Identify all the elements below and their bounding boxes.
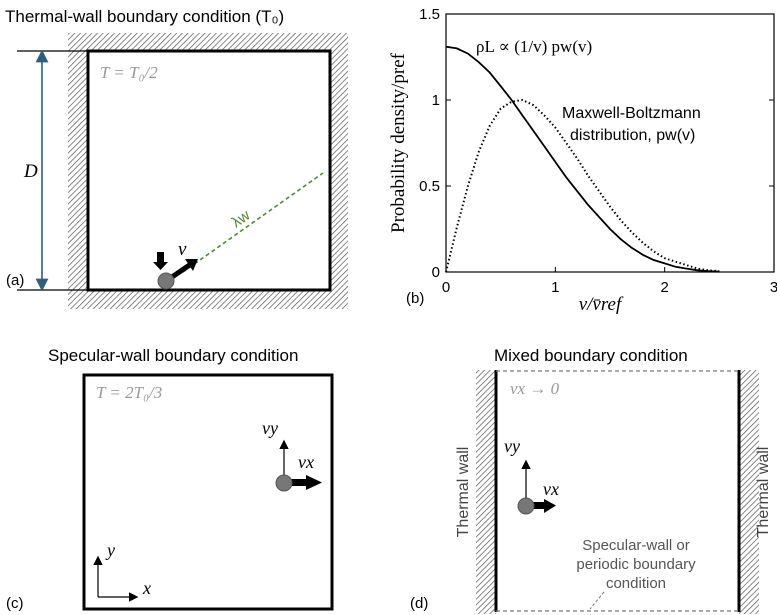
vx-arrow-head-c — [306, 475, 322, 490]
bottom-note-pointer — [589, 591, 605, 610]
simulation-box-a — [86, 49, 332, 292]
mb-annotation-line1: Maxwell-Boltzmann — [562, 105, 701, 122]
y-tick-label: 1 — [432, 92, 440, 109]
vx-arrow-shaft-d — [533, 502, 544, 509]
mean-free-path-line — [182, 172, 324, 273]
vx-label-c: vx — [298, 452, 314, 472]
vx-label-d: vx — [543, 479, 559, 499]
y-tick-label: 0 — [432, 264, 440, 281]
panel-d-title: Mixed boundary condition — [494, 346, 688, 365]
bottom-note-line1: Specular-wall or — [582, 537, 690, 554]
distribution-chart: 0 1 2 3 0 0.5 1 1.5 v/v̄ref Probability density/p… — [388, 6, 777, 315]
vy-label-d: vy — [504, 436, 520, 456]
panel-c-title: Specular-wall boundary condition — [48, 346, 298, 365]
plot-frame — [445, 13, 775, 273]
panel-b: 0 1 2 3 0 0.5 1 1.5 v/v̄ref Probability density/p… — [388, 6, 777, 315]
particle-d — [517, 497, 535, 515]
panel-a-label: (a) — [6, 272, 24, 289]
panel-d: Mixed boundary condition vx → 0 Thermal … — [410, 346, 772, 614]
y-tick-label: 1.5 — [419, 6, 440, 23]
mb-annotation-line2: distribution, pw(v) — [570, 127, 695, 144]
right-thermal-wall-hatch — [739, 370, 759, 614]
velocity-arrow-shaft — [170, 261, 193, 280]
bottom-note-line3: condition — [606, 575, 666, 592]
simulation-box-d — [496, 370, 739, 614]
panel-d-label: (d) — [410, 595, 428, 612]
vx-arrow-shaft-c — [291, 479, 306, 486]
vy-label-c: vy — [262, 418, 278, 438]
x-axis-label: v/v̄ref — [579, 294, 624, 315]
x-tick-label: 0 — [442, 279, 450, 296]
panel-a: Thermal-wall boundary condition (T₀) T =… — [5, 7, 348, 309]
y-axis-label: Probability density/pref — [388, 52, 409, 233]
velocity-label-a: v — [178, 239, 187, 260]
panel-a-title: Thermal-wall boundary condition (T₀) — [5, 7, 284, 26]
panel-a-temperature: T = T₀/2 — [100, 63, 158, 82]
particle-a — [157, 272, 175, 290]
vx-arrow-head-d — [544, 499, 556, 513]
particle-c — [275, 474, 293, 492]
panel-c: Specular-wall boundary condition T = 2T₀… — [6, 346, 334, 612]
panel-c-temperature: T = 2T₀/3 — [96, 383, 162, 402]
x-tick-label: 1 — [551, 279, 559, 296]
rho-annotation: ρL ∝ (1/v) pw(v) — [476, 37, 592, 56]
maxwell-boltzmann-curve — [445, 98, 720, 273]
incoming-arrow — [153, 252, 168, 270]
x-tick-label: 3 — [770, 279, 777, 296]
x-tick-label: 2 — [660, 279, 668, 296]
simulation-box-c — [82, 373, 334, 611]
left-thermal-wall-hatch — [476, 370, 496, 614]
panel-d-top-label: vx → 0 — [510, 379, 560, 398]
axis-y-label: y — [105, 540, 115, 560]
dimension-label: D — [23, 161, 38, 182]
left-wall-label: Thermal wall — [455, 447, 472, 538]
axis-x-label: x — [142, 578, 151, 598]
bottom-note-line2: periodic boundary — [576, 556, 696, 573]
rho-curve — [445, 45, 720, 273]
right-wall-label: Thermal wall — [755, 447, 772, 538]
panel-b-label: (b) — [406, 290, 424, 307]
panel-c-label: (c) — [6, 595, 24, 612]
velocity-arrow-head — [185, 259, 198, 271]
y-tick-label: 0.5 — [419, 178, 440, 195]
